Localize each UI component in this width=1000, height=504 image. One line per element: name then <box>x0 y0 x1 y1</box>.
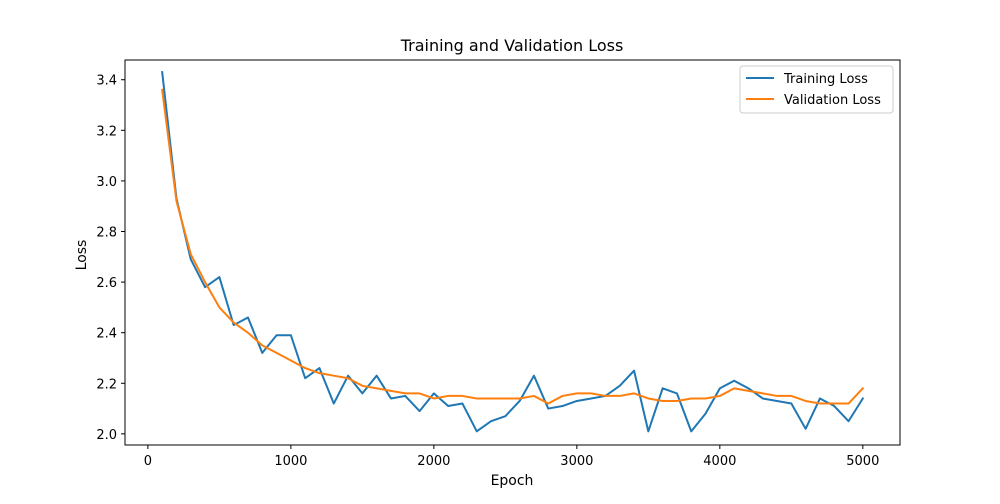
series-layer <box>161 71 865 433</box>
training-loss-line <box>161 71 865 433</box>
x-axis-ticks: 0 1000 2000 3000 4000 5000 <box>144 445 879 469</box>
legend-label-training: Training Loss <box>783 72 868 87</box>
x-tick-label: 0 <box>144 454 152 469</box>
legend-label-validation: Validation Loss <box>784 93 881 108</box>
plot-frame <box>124 59 901 446</box>
y-tick-label: 2.0 <box>96 428 117 443</box>
x-tick-label: 3000 <box>560 454 593 469</box>
x-axis-label: Epoch <box>491 473 534 489</box>
y-tick-label: 2.4 <box>96 327 117 342</box>
x-tick-label: 1000 <box>274 454 307 469</box>
x-tick-label: 5000 <box>846 454 879 469</box>
legend: Training Loss Validation Loss <box>739 65 894 114</box>
x-tick-label: 2000 <box>417 454 450 469</box>
y-tick-label: 2.2 <box>96 377 117 392</box>
y-axis-label: Loss <box>74 240 90 271</box>
y-axis-ticks: 2.0 2.2 2.4 2.6 2.8 3.0 3.2 3.4 <box>96 74 125 443</box>
legend-box <box>739 65 894 114</box>
y-tick-label: 2.6 <box>96 276 117 291</box>
y-tick-label: 3.2 <box>96 124 117 139</box>
x-tick-label: 4000 <box>703 454 736 469</box>
y-tick-label: 3.4 <box>96 74 117 89</box>
y-tick-label: 2.8 <box>96 226 117 241</box>
chart-title: Training and Validation Loss <box>400 36 624 55</box>
validation-loss-line <box>161 88 865 405</box>
y-tick-label: 3.0 <box>96 175 117 190</box>
